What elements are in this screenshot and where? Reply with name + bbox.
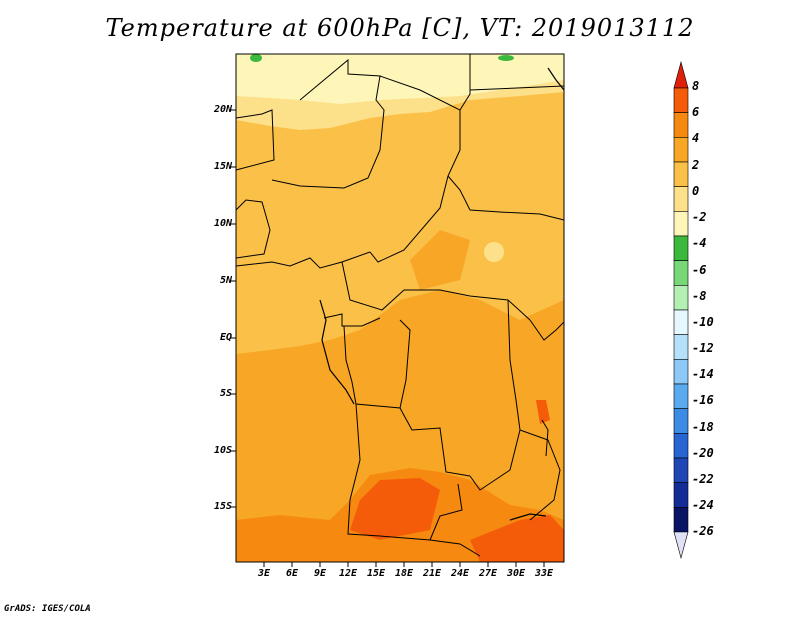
lat-label-5s: 5S — [219, 388, 232, 399]
lat-label-15n: 15N — [213, 161, 232, 172]
colorbar-label-m2: -2 — [692, 210, 707, 224]
coastline — [319, 67, 565, 521]
colorbar-swatch — [673, 285, 689, 311]
colorbar-label-m22: -22 — [692, 472, 714, 486]
colorbar-label-m12: -12 — [692, 341, 714, 355]
colorbar-swatch — [673, 161, 689, 187]
colorbar-swatch — [673, 359, 689, 385]
lon-label-18e: 18E — [394, 568, 414, 579]
footer-credit: GrADS: IGES/COLA — [4, 604, 91, 614]
field-zone-central — [410, 230, 470, 290]
lon-label-27e: 27E — [478, 568, 498, 579]
colorbar-swatch — [673, 309, 689, 335]
colorbar-swatch — [673, 211, 689, 237]
colorbar-swatch — [673, 87, 689, 113]
lon-label-6e: 6E — [285, 568, 299, 579]
colorbar-label-0: 0 — [692, 184, 700, 198]
lon-label-33e: 33E — [534, 568, 554, 579]
lat-label-10s: 10S — [213, 445, 232, 456]
colorbar-label-m4: -4 — [692, 236, 707, 250]
temperature-field — [236, 54, 564, 562]
colorbar-label-m18: -18 — [692, 420, 714, 434]
lat-label-5n: 5N — [219, 275, 232, 286]
lon-label-21e: 21E — [422, 568, 442, 579]
colorbar-label-m14: -14 — [692, 367, 714, 381]
colorbar-label-m8: -8 — [692, 289, 707, 303]
colorbar-swatch — [673, 112, 689, 138]
colorbar-label-m6: -6 — [692, 263, 707, 277]
colorbar — [673, 60, 689, 560]
field-zone-6to8-east — [470, 515, 564, 562]
colorbar-swatch — [673, 482, 689, 508]
colorbar-cap-bottom — [673, 531, 689, 560]
lat-label-10n: 10N — [213, 218, 232, 229]
colorbar-label-m20: -20 — [692, 446, 714, 460]
chart-title: Temperature at 600hPa [C], VT: 201901311… — [105, 14, 695, 42]
field-zone-minus4 — [236, 54, 564, 104]
field-cold-spot-west — [250, 54, 262, 62]
colorbar-swatch — [673, 334, 689, 360]
colorbar-label-6: 6 — [692, 105, 700, 119]
lat-label-20n: 20N — [213, 104, 232, 115]
colorbar-swatch — [673, 457, 689, 483]
lon-label-9e: 9E — [313, 568, 327, 579]
field-cold-spot-east — [498, 55, 514, 61]
colorbar-swatch — [673, 383, 689, 409]
colorbar-swatch — [673, 137, 689, 163]
lat-label-eq: EQ — [219, 332, 232, 343]
colorbar-cap-top — [673, 60, 689, 89]
colorbar-swatch — [673, 408, 689, 434]
field-zone-6to8-lake — [536, 400, 550, 424]
colorbar-label-8: 8 — [692, 79, 700, 93]
colorbar-label-4: 4 — [692, 131, 700, 145]
colorbar-swatch — [673, 260, 689, 286]
colorbar-label-2: 2 — [692, 158, 700, 172]
lon-label-15e: 15E — [366, 568, 386, 579]
lon-label-3e: 3E — [257, 568, 271, 579]
colorbar-label-m10: -10 — [692, 315, 714, 329]
field-zone-6to8-angola — [350, 478, 440, 540]
lon-label-30e: 30E — [506, 568, 526, 579]
colorbar-label-m24: -24 — [692, 498, 714, 512]
lon-label-12e: 12E — [338, 568, 358, 579]
colorbar-label-m16: -16 — [692, 393, 714, 407]
colorbar-swatch — [673, 507, 689, 533]
colorbar-swatch — [673, 235, 689, 261]
plot-frame — [235, 53, 565, 563]
lat-label-15s: 15S — [213, 501, 232, 512]
colorbar-swatch — [673, 186, 689, 212]
colorbar-label-m26: -26 — [692, 524, 714, 538]
field-warm-pocket — [484, 242, 504, 262]
lon-ticks — [263, 562, 545, 567]
colorbar-swatch — [673, 433, 689, 459]
lon-label-24e: 24E — [450, 568, 470, 579]
lat-ticks — [231, 109, 236, 508]
country-borders — [235, 54, 565, 557]
